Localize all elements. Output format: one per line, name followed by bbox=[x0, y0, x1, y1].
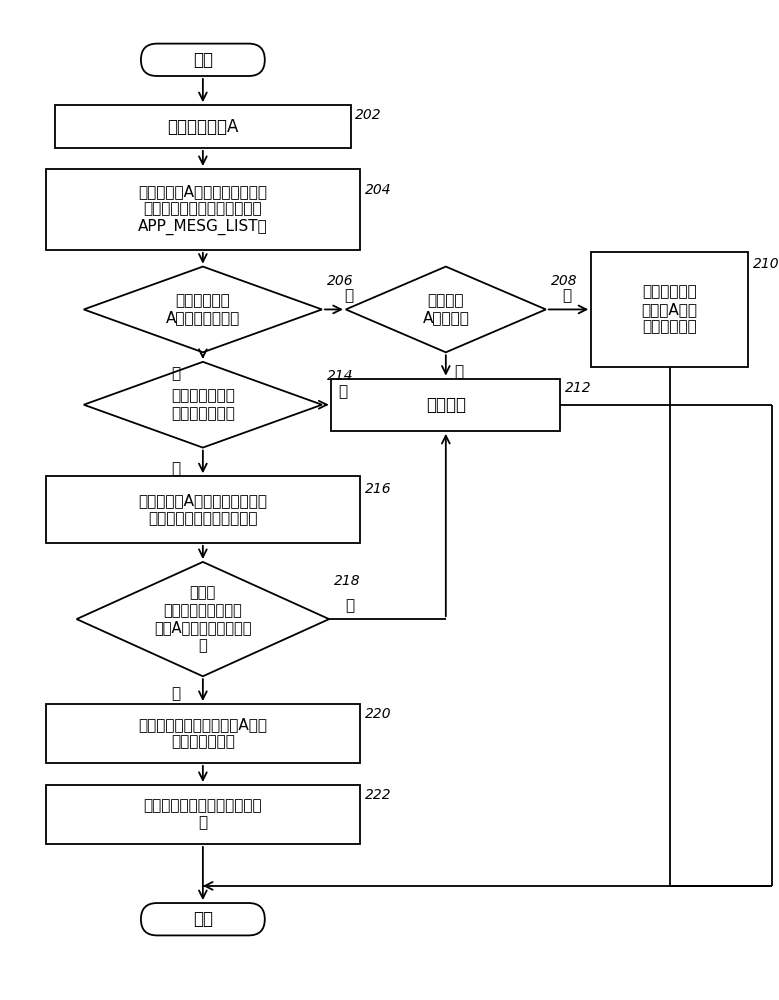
Polygon shape bbox=[84, 362, 322, 448]
Text: 判断在
链表中是否有与应用
程序A不相关的服务、进
程: 判断在 链表中是否有与应用 程序A不相关的服务、进 程 bbox=[154, 585, 252, 653]
Text: 结束: 结束 bbox=[193, 910, 213, 928]
FancyBboxPatch shape bbox=[46, 704, 360, 763]
Text: 将应用程序A的服务、进程、和
应用程序名称对应添加到链表
APP_MESG_LIST中: 将应用程序A的服务、进程、和 应用程序名称对应添加到链表 APP_MESG_LI… bbox=[138, 184, 268, 235]
Polygon shape bbox=[76, 562, 329, 676]
Text: 否: 否 bbox=[338, 384, 347, 399]
Text: 在链表中获取与应用程序A不相
关的服务、进程: 在链表中获取与应用程序A不相 关的服务、进程 bbox=[139, 717, 267, 750]
Text: 204: 204 bbox=[365, 183, 392, 197]
FancyBboxPatch shape bbox=[141, 44, 265, 76]
Text: 是: 是 bbox=[562, 289, 571, 304]
Text: 否: 否 bbox=[346, 598, 354, 613]
Text: 220: 220 bbox=[365, 707, 392, 721]
Text: 不做处理: 不做处理 bbox=[426, 396, 466, 414]
Polygon shape bbox=[84, 267, 322, 352]
Text: 应用程序
A是否退出: 应用程序 A是否退出 bbox=[422, 293, 469, 326]
Text: 202: 202 bbox=[355, 108, 382, 122]
Text: 212: 212 bbox=[565, 381, 591, 395]
Text: 216: 216 bbox=[365, 482, 392, 496]
Text: 218: 218 bbox=[334, 574, 361, 588]
FancyBboxPatch shape bbox=[46, 785, 360, 844]
Text: 判断后台是否有
应用程序在运行: 判断后台是否有 应用程序在运行 bbox=[171, 389, 234, 421]
Text: 208: 208 bbox=[551, 274, 577, 288]
Text: 将链表中的应
用程序A的进
程和服务删除: 将链表中的应 用程序A的进 程和服务删除 bbox=[642, 285, 698, 334]
Text: 210: 210 bbox=[753, 257, 779, 271]
Text: 判断应用程序
A是否在前台运行: 判断应用程序 A是否在前台运行 bbox=[166, 293, 240, 326]
Text: 对获取到的服务、进程进行限
制: 对获取到的服务、进程进行限 制 bbox=[143, 798, 263, 831]
Text: 打开应用程序A: 打开应用程序A bbox=[167, 118, 238, 136]
Text: 是: 是 bbox=[171, 461, 181, 476]
FancyBboxPatch shape bbox=[141, 903, 265, 935]
Polygon shape bbox=[346, 267, 546, 352]
FancyBboxPatch shape bbox=[46, 476, 360, 543]
Text: 222: 222 bbox=[365, 788, 392, 802]
Text: 否: 否 bbox=[455, 364, 464, 379]
Text: 将应用程序A的服务、进程与链
表中的服务、进程进行比较: 将应用程序A的服务、进程与链 表中的服务、进程进行比较 bbox=[139, 493, 267, 526]
Text: 是: 是 bbox=[171, 686, 181, 701]
FancyBboxPatch shape bbox=[46, 169, 360, 250]
FancyBboxPatch shape bbox=[55, 105, 351, 148]
Text: 214: 214 bbox=[326, 369, 354, 383]
Text: 206: 206 bbox=[326, 274, 354, 288]
Text: 开始: 开始 bbox=[193, 51, 213, 69]
FancyBboxPatch shape bbox=[591, 252, 749, 367]
FancyBboxPatch shape bbox=[332, 379, 560, 431]
Text: 是: 是 bbox=[171, 366, 181, 381]
Text: 否: 否 bbox=[344, 289, 353, 304]
